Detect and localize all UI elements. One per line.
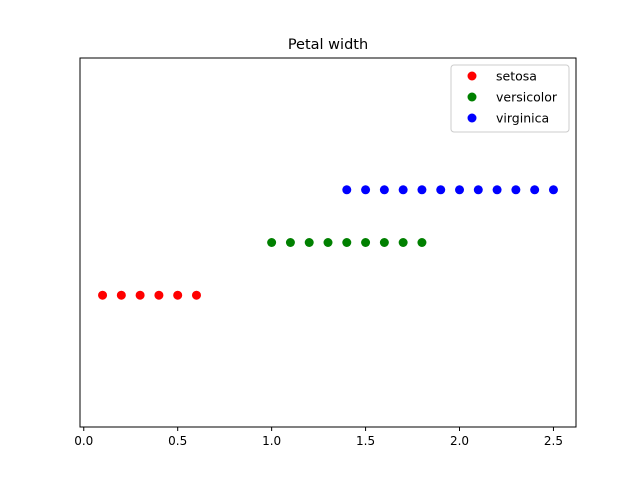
data-points	[98, 185, 558, 300]
data-point	[116, 290, 126, 300]
data-point	[530, 185, 540, 195]
legend-label: virginica	[496, 111, 549, 126]
data-point	[323, 238, 333, 247]
plot-area-frame	[79, 57, 577, 428]
data-point	[379, 238, 389, 247]
legend-marker	[467, 92, 477, 102]
series-virginica	[342, 185, 558, 195]
legend: setosa versicolor virginica	[450, 64, 570, 133]
data-point	[436, 185, 446, 195]
data-point	[511, 185, 521, 195]
x-tick-label: 1.0	[262, 434, 281, 448]
legend-frame	[450, 64, 570, 133]
data-point	[342, 185, 352, 195]
data-point	[173, 290, 183, 300]
x-axis: 0.0 0.5 1.0 1.5 2.0 2.5	[74, 427, 563, 448]
x-tick-label: 0.0	[74, 434, 93, 448]
x-tick-label: 2.5	[544, 434, 563, 448]
data-point	[191, 290, 201, 300]
data-point	[455, 185, 465, 195]
data-point	[473, 185, 483, 195]
data-point	[342, 238, 352, 247]
data-point	[417, 185, 427, 195]
legend-label: versicolor	[496, 90, 558, 105]
series-setosa	[98, 290, 201, 300]
data-point	[135, 290, 145, 300]
data-point	[361, 238, 371, 247]
data-point	[98, 290, 108, 300]
data-point	[361, 185, 371, 195]
data-point	[154, 290, 164, 300]
x-tick-label: 1.5	[356, 434, 375, 448]
legend-marker	[467, 113, 477, 123]
data-point	[548, 185, 558, 195]
data-point	[267, 238, 277, 247]
x-tick-label: 0.5	[168, 434, 187, 448]
data-point	[492, 185, 502, 195]
data-point	[304, 238, 314, 247]
data-point	[379, 185, 389, 195]
data-point	[285, 238, 295, 247]
data-point	[417, 238, 427, 247]
chart-title: Petal width	[288, 37, 368, 53]
data-point	[398, 185, 408, 195]
series-versicolor	[267, 238, 427, 247]
legend-label: setosa	[496, 69, 537, 84]
data-point	[398, 238, 408, 247]
x-tick-label: 2.0	[450, 434, 469, 448]
legend-marker	[467, 71, 477, 81]
